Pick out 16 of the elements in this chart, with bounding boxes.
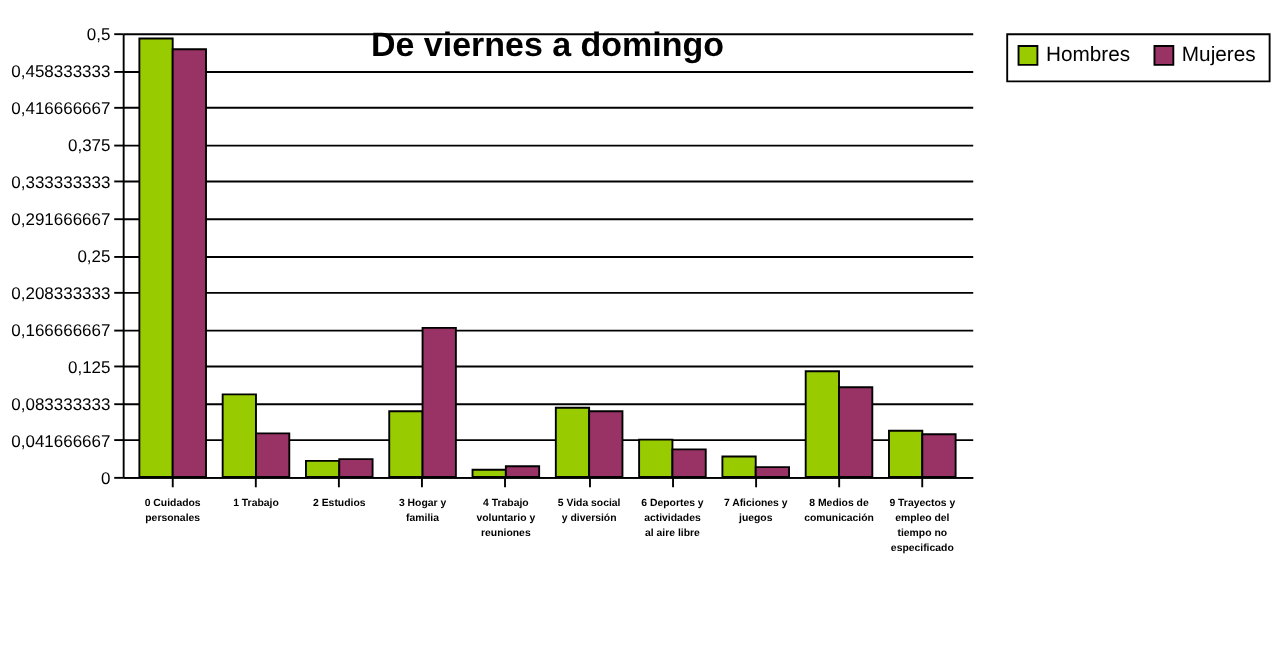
y-tick-label: 0,458333333 [11, 60, 111, 81]
y-tick-label: 0,5 [86, 23, 111, 44]
legend-label: Hombres [1045, 45, 1131, 68]
y-tick-label: 0,375 [67, 134, 111, 155]
y-tick-label: 0,083333333 [11, 393, 111, 414]
y-tick-label: 0 [101, 467, 111, 488]
y-tick-label: 0,333333333 [11, 171, 111, 192]
legend-label: Mujeres [1181, 45, 1256, 68]
y-tick-label: 0,208333333 [11, 282, 111, 303]
y-tick-label: 0,416666667 [11, 97, 111, 118]
y-tick-label: 0,041666667 [11, 430, 111, 451]
y-tick-label: 0,25 [77, 245, 111, 266]
y-tick-label: 0,166666667 [11, 319, 111, 340]
chart-title: De viernes a domingo [370, 25, 724, 64]
y-tick-label: 0,125 [67, 356, 111, 377]
y-tick-label: 0,291666667 [11, 208, 111, 229]
